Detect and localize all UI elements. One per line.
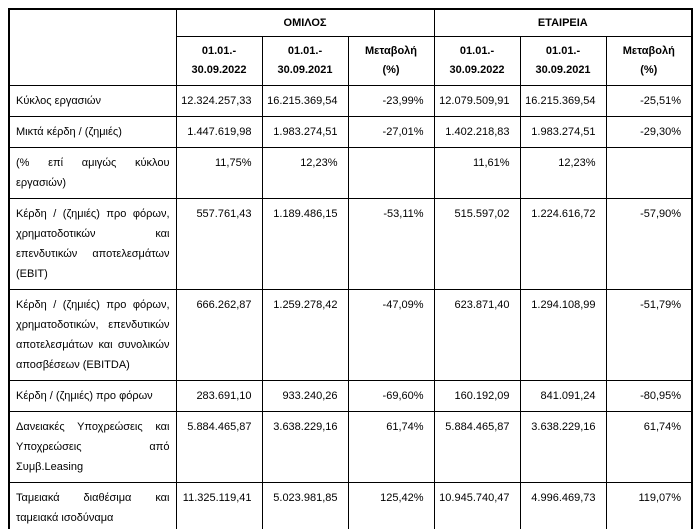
value-cell: -29,30%: [605, 116, 693, 148]
value-cell: 5.884.465,87: [175, 411, 263, 483]
financial-table: ΟΜΙΛΟΣ ΕΤΑΙΡΕΙΑ 01.01.- 30.09.2022 01.01…: [8, 8, 694, 529]
group-header-etaireia: ΕΤΑΙΡΕΙΑ: [433, 8, 693, 37]
value-cell: 11,61%: [433, 147, 521, 199]
value-cell: -27,01%: [347, 116, 435, 148]
period-line: 30.09.2021: [535, 64, 591, 76]
value-cell: -23,99%: [347, 85, 435, 117]
value-cell: 1.983.274,51: [519, 116, 607, 148]
value-cell: 16.215.369,54: [261, 85, 349, 117]
period-line: Μεταβολή: [365, 45, 418, 57]
period-line: Μεταβολή: [622, 45, 675, 57]
value-cell: 61,74%: [347, 411, 435, 483]
row-label: Κύκλος εργασιών: [8, 85, 177, 117]
period-line: 30.09.2022: [191, 64, 247, 76]
value-cell: [605, 147, 693, 199]
row-label: Κέρδη / (ζημιές) προ φόρων, χρηματοδοτικ…: [8, 289, 177, 381]
period-line: 30.09.2022: [449, 64, 505, 76]
period-line: 30.09.2021: [277, 64, 333, 76]
table-row: (% επί αμιγώς κύκλου εργασιών) 11,75% 12…: [8, 147, 693, 199]
value-cell: 11.325.119,41: [175, 482, 263, 529]
table-row: Κύκλος εργασιών 12.324.257,33 16.215.369…: [8, 85, 693, 117]
value-cell: 3.638.229,16: [261, 411, 349, 483]
value-cell: 61,74%: [605, 411, 693, 483]
period-header: 01.01.- 30.09.2022: [433, 36, 521, 86]
period-line: (%): [382, 64, 400, 76]
value-cell: -51,79%: [605, 289, 693, 381]
value-cell: 283.691,10: [175, 380, 263, 412]
table-row: Ταμειακά διαθέσιμα και ταμειακά ισοδύναμ…: [8, 482, 693, 529]
table-row: Κέρδη / (ζημιές) προ φόρων 283.691,10 93…: [8, 380, 693, 412]
value-cell: [347, 147, 435, 199]
value-cell: -25,51%: [605, 85, 693, 117]
value-cell: 12,23%: [261, 147, 349, 199]
table-row: Δανειακές Υποχρεώσεις και Υποχρεώσεις απ…: [8, 411, 693, 483]
row-label: Ταμειακά διαθέσιμα και ταμειακά ισοδύναμ…: [8, 482, 177, 529]
value-cell: 841.091,24: [519, 380, 607, 412]
value-cell: 5.884.465,87: [433, 411, 521, 483]
value-cell: -53,11%: [347, 198, 435, 290]
value-cell: 12.324.257,33: [175, 85, 263, 117]
value-cell: 10.945.740,47: [433, 482, 521, 529]
row-label: (% επί αμιγώς κύκλου εργασιών): [8, 147, 177, 199]
value-cell: 119,07%: [605, 482, 693, 529]
value-cell: 1.259.278,42: [261, 289, 349, 381]
value-cell: -57,90%: [605, 198, 693, 290]
group-header-row: ΟΜΙΛΟΣ ΕΤΑΙΡΕΙΑ: [8, 8, 693, 86]
value-cell: 16.215.369,54: [519, 85, 607, 117]
value-cell: 515.597,02: [433, 198, 521, 290]
value-cell: 1.224.616,72: [519, 198, 607, 290]
period-line: (%): [640, 64, 658, 76]
table-row: Μικτά κέρδη / (ζημιές) 1.447.619,98 1.98…: [8, 116, 693, 148]
value-cell: 623.871,40: [433, 289, 521, 381]
row-label: Κέρδη / (ζημιές) προ φόρων: [8, 380, 177, 412]
table-row: Κέρδη / (ζημιές) προ φόρων, χρηματοδοτικ…: [8, 198, 693, 290]
value-cell: 1.447.619,98: [175, 116, 263, 148]
value-cell: 125,42%: [347, 482, 435, 529]
value-cell: 3.638.229,16: [519, 411, 607, 483]
value-cell: 12.079.509,91: [433, 85, 521, 117]
value-cell: 12,23%: [519, 147, 607, 199]
value-cell: -47,09%: [347, 289, 435, 381]
row-label: Μικτά κέρδη / (ζημιές): [8, 116, 177, 148]
value-cell: 933.240,26: [261, 380, 349, 412]
value-cell: 1.189.486,15: [261, 198, 349, 290]
value-cell: 1.402.218,83: [433, 116, 521, 148]
value-cell: 557.761,43: [175, 198, 263, 290]
period-line: 01.01.-: [545, 45, 581, 57]
period-header: 01.01.- 30.09.2021: [261, 36, 349, 86]
value-cell: -80,95%: [605, 380, 693, 412]
row-label: Δανειακές Υποχρεώσεις και Υποχρεώσεις απ…: [8, 411, 177, 483]
period-header: 01.01.- 30.09.2022: [175, 36, 263, 86]
period-line: 01.01.-: [201, 45, 237, 57]
value-cell: 11,75%: [175, 147, 263, 199]
corner-cell: [8, 8, 177, 86]
value-cell: 5.023.981,85: [261, 482, 349, 529]
period-line: 01.01.-: [287, 45, 323, 57]
period-line: 01.01.-: [459, 45, 495, 57]
change-header: Μεταβολή (%): [605, 36, 693, 86]
value-cell: 4.996.469,73: [519, 482, 607, 529]
period-header: 01.01.- 30.09.2021: [519, 36, 607, 86]
value-cell: 1.983.274,51: [261, 116, 349, 148]
row-label: Κέρδη / (ζημιές) προ φόρων, χρηματοδοτικ…: [8, 198, 177, 290]
value-cell: 1.294.108,99: [519, 289, 607, 381]
value-cell: 666.262,87: [175, 289, 263, 381]
value-cell: -69,60%: [347, 380, 435, 412]
change-header: Μεταβολή (%): [347, 36, 435, 86]
group-header-omilos: ΟΜΙΛΟΣ: [175, 8, 435, 37]
period-header-row: 01.01.- 30.09.2022 01.01.- 30.09.2021 Με…: [9, 36, 693, 86]
value-cell: 160.192,09: [433, 380, 521, 412]
table-row: Κέρδη / (ζημιές) προ φόρων, χρηματοδοτικ…: [8, 289, 693, 381]
